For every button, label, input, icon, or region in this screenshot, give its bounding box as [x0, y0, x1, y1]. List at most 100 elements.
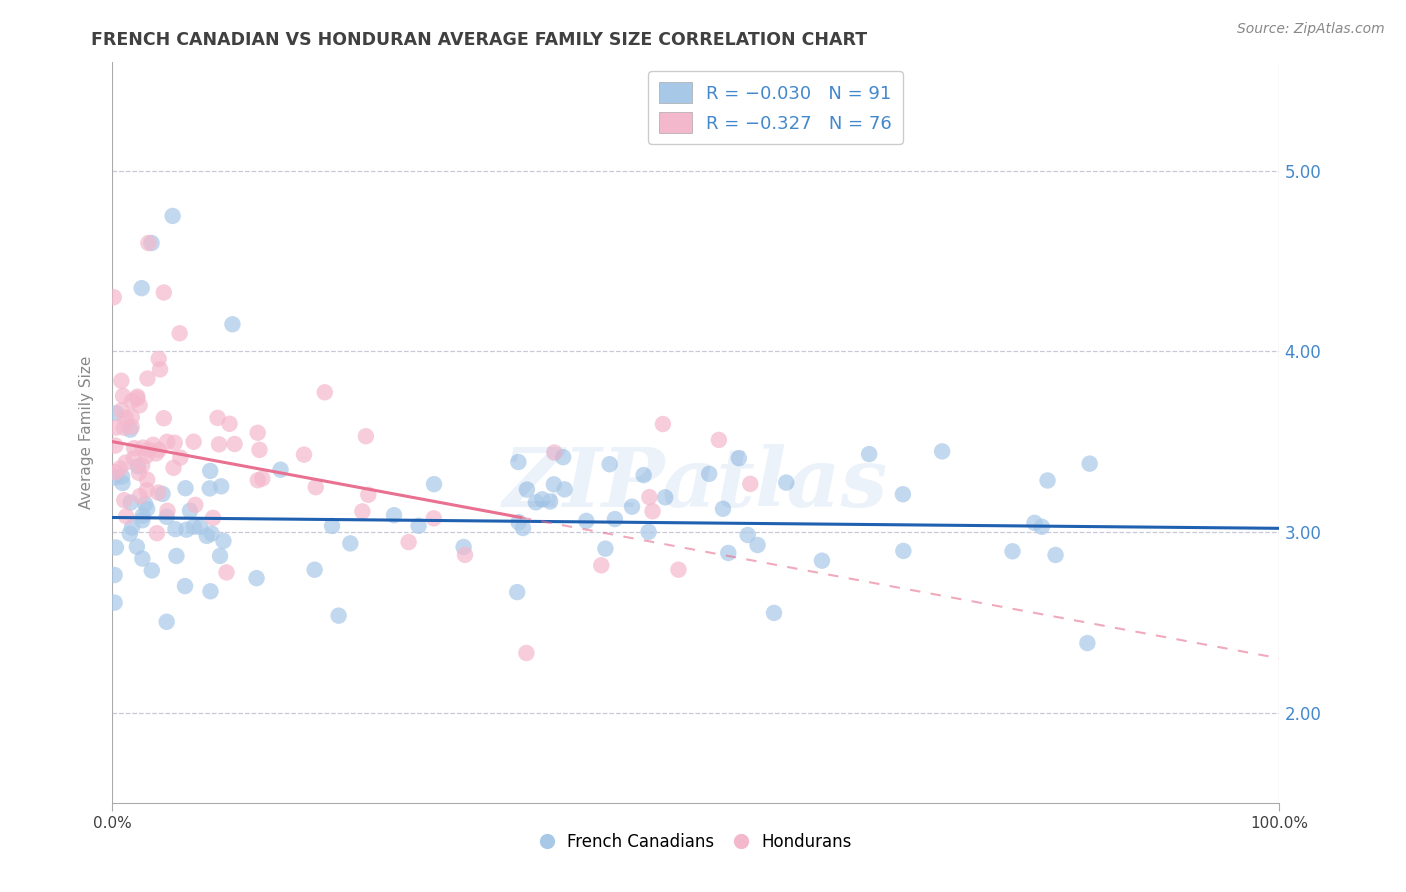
Point: [120, 495, 142, 509]
Point: [858, 447, 880, 461]
Point: [198, 482, 221, 496]
Point: [174, 481, 197, 495]
Point: [1078, 457, 1101, 471]
Point: [599, 457, 621, 471]
Point: [195, 529, 218, 543]
Point: [112, 389, 135, 403]
Point: [121, 520, 143, 534]
Point: [763, 606, 786, 620]
Point: [654, 491, 676, 505]
Point: [120, 423, 142, 437]
Point: [515, 646, 537, 660]
Point: [184, 498, 207, 512]
Point: [1031, 520, 1053, 534]
Point: [179, 504, 201, 518]
Point: [156, 434, 179, 449]
Point: [893, 544, 915, 558]
Point: [104, 541, 127, 555]
Point: [727, 451, 749, 466]
Point: [931, 444, 953, 458]
Point: [538, 494, 561, 508]
Point: [398, 535, 420, 549]
Point: [152, 487, 174, 501]
Point: [270, 463, 292, 477]
Point: [352, 504, 374, 518]
Point: [176, 523, 198, 537]
Point: [553, 450, 575, 465]
Point: [506, 585, 529, 599]
Point: [531, 492, 554, 507]
Point: [737, 528, 759, 542]
Point: [103, 290, 125, 304]
Point: [131, 513, 153, 527]
Point: [200, 464, 222, 478]
Point: [131, 281, 153, 295]
Point: [111, 469, 134, 483]
Point: [603, 512, 626, 526]
Point: [246, 425, 269, 440]
Point: [637, 524, 659, 539]
Point: [747, 538, 769, 552]
Point: [121, 394, 143, 409]
Point: [1001, 544, 1024, 558]
Point: [108, 461, 131, 475]
Point: [321, 519, 343, 533]
Point: [423, 477, 446, 491]
Point: [134, 497, 156, 511]
Point: [162, 209, 184, 223]
Point: [148, 485, 170, 500]
Point: [224, 437, 246, 451]
Point: [131, 508, 153, 523]
Point: [200, 584, 222, 599]
Point: [595, 541, 617, 556]
Point: [212, 533, 235, 548]
Point: [110, 374, 132, 388]
Point: [207, 410, 229, 425]
Point: [122, 441, 145, 455]
Point: [621, 500, 644, 514]
Point: [156, 615, 179, 629]
Point: [131, 458, 153, 473]
Point: [740, 476, 762, 491]
Point: [304, 563, 326, 577]
Point: [127, 390, 149, 404]
Point: [149, 362, 172, 376]
Point: [454, 548, 477, 562]
Point: [148, 351, 170, 366]
Point: [104, 568, 127, 582]
Point: [122, 451, 145, 466]
Point: [382, 508, 405, 523]
Point: [165, 522, 187, 536]
Y-axis label: Average Family Size: Average Family Size: [79, 356, 94, 509]
Point: [110, 403, 132, 417]
Point: [153, 411, 176, 425]
Point: [314, 385, 336, 400]
Point: [135, 449, 157, 463]
Text: FRENCH CANADIAN VS HONDURAN AVERAGE FAMILY SIZE CORRELATION CHART: FRENCH CANADIAN VS HONDURAN AVERAGE FAMI…: [91, 31, 868, 49]
Point: [183, 519, 205, 533]
Point: [221, 318, 243, 332]
Point: [138, 442, 160, 457]
Point: [169, 450, 191, 465]
Point: [136, 371, 159, 385]
Point: [146, 526, 169, 541]
Point: [305, 480, 328, 494]
Point: [136, 501, 159, 516]
Point: [218, 417, 240, 431]
Point: [153, 285, 176, 300]
Point: [141, 564, 163, 578]
Legend: French Canadians, Hondurans: French Canadians, Hondurans: [534, 826, 858, 857]
Point: [128, 398, 150, 412]
Point: [717, 546, 740, 560]
Point: [252, 471, 274, 485]
Point: [357, 488, 380, 502]
Point: [246, 473, 269, 487]
Point: [125, 540, 148, 554]
Point: [202, 511, 225, 525]
Point: [163, 435, 186, 450]
Point: [1045, 548, 1067, 562]
Point: [162, 460, 184, 475]
Point: [543, 445, 565, 459]
Point: [249, 442, 271, 457]
Point: [138, 235, 160, 250]
